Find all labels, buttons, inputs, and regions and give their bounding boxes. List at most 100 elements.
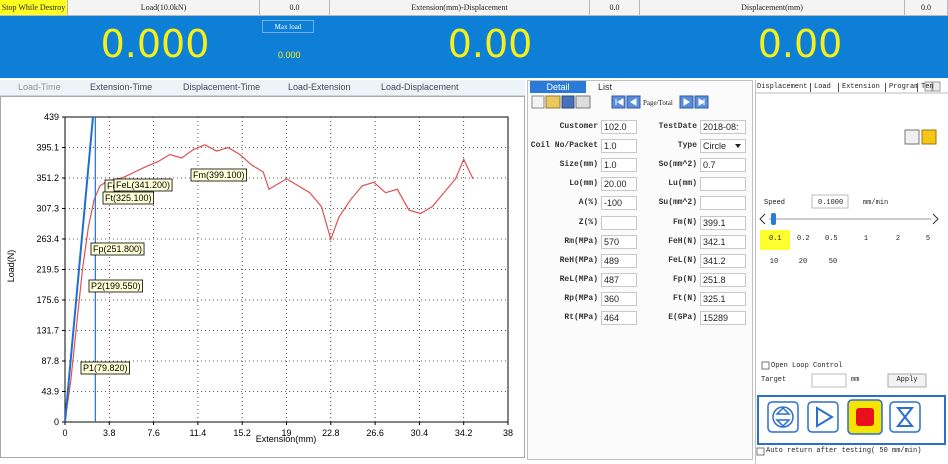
field-input[interactable]: 341.2 [700,253,746,268]
field-input[interactable]: 325.1 [700,291,746,306]
speed-preset[interactable]: 0.2 [797,235,810,243]
chart-tab[interactable]: Load-Extension [288,82,351,92]
icon-new[interactable] [531,95,545,109]
annotation-box [102,191,154,205]
speed-preset[interactable]: 5 [925,235,931,243]
field-label: Lu(mm) [668,179,697,189]
detail-tab[interactable]: Detail [530,81,586,93]
speed-preset[interactable]: 10 [769,258,779,266]
annotation-box [80,361,130,375]
load-readout: 0.000 [100,22,210,66]
annotation-box [90,242,145,256]
field-input[interactable]: -100 [601,196,637,211]
y-tick-label: 263.4 [36,234,59,244]
readout-band [0,16,948,78]
apply-label[interactable]: Apply [896,376,918,384]
target-label: Target [761,376,787,384]
apply-button[interactable] [887,373,927,388]
field-input[interactable]: 15289 [700,311,746,325]
speed-preset[interactable]: 0.1 [769,235,782,243]
annotation: Ft(325.100) [102,191,154,205]
stop-button[interactable] [847,399,883,435]
list-tab[interactable]: List [598,82,613,92]
speed-preset[interactable]: 2 [895,235,901,243]
x-tick-label: 38 [503,428,513,438]
field-label: Fm(N) [672,217,697,227]
control-tab[interactable]: Program [889,83,919,91]
icon-open[interactable] [545,95,561,109]
play-button[interactable] [807,401,839,433]
field-input[interactable]: 342.1 [700,234,746,249]
field-input[interactable]: 570 [601,234,637,249]
max-load-readout: 0.000 [278,50,301,60]
field-input[interactable]: 360 [601,291,637,306]
field-input[interactable]: 20.00 [601,177,637,192]
field-input[interactable] [700,196,746,211]
control-panel [755,80,948,464]
icon-print[interactable] [575,95,591,109]
tab-scroll-left[interactable] [924,81,933,92]
x-tick-label: 22.8 [322,428,340,438]
y-tick-label: 175.6 [36,295,59,305]
x-tick-label: 34.2 [455,428,473,438]
stop-button[interactable]: Stop While Destroy [0,0,68,16]
annotation: P1(79.820) [80,361,130,375]
auto-return-checkbox[interactable] [756,447,765,456]
speed-preset[interactable]: 0.5 [825,235,838,243]
annotation-label: Fc [107,181,117,191]
slider-knob[interactable] [771,213,776,225]
annotation-label: P1(79.820) [83,363,128,373]
control-tab[interactable]: Ten [921,83,934,91]
speed-input[interactable] [811,194,849,209]
open-loop-checkbox[interactable] [761,361,770,370]
field-input[interactable] [601,215,637,230]
chart-tab[interactable]: Extension-Time [90,82,153,92]
icon-save[interactable] [561,95,575,109]
field-input[interactable]: 489 [601,253,637,268]
lock-icon[interactable] [904,129,920,145]
dropdown-arrow[interactable] [735,144,741,149]
hourglass-button[interactable] [889,401,921,433]
auto-return-label[interactable]: Auto return after testing( 50 mm/min) [766,447,922,455]
field-input[interactable]: 102.0 [601,120,637,134]
y-tick-label: 439 [44,112,59,122]
field-input[interactable]: 1.0 [601,158,637,173]
open-loop-label[interactable]: Open Loop Control [771,362,843,370]
unlock-icon[interactable] [921,129,937,145]
control-tab[interactable]: Extension [842,83,880,91]
field-input[interactable] [700,177,746,192]
speed-preset[interactable]: 20 [798,258,808,266]
field-input[interactable]: 0.7 [700,158,746,173]
field-input[interactable]: 1.0 [601,139,637,154]
field-input[interactable]: Circle [700,139,746,154]
slider-arrows[interactable] [759,213,939,225]
field-input[interactable]: 487 [601,272,637,287]
field-label: Type [677,141,697,151]
y-tick-label: 87.8 [41,356,59,366]
field-input[interactable]: 464 [601,311,637,325]
speed-preset[interactable]: 1 [863,235,869,243]
control-tab[interactable]: Displacement [757,83,808,91]
target-input[interactable] [811,373,847,388]
field-label: Rt(MPa) [564,313,598,322]
field-label: FeH(N) [668,236,697,246]
chart-tab[interactable]: Load-Displacement [381,82,459,92]
chart-tab[interactable]: Displacement-Time [183,82,261,92]
field-input[interactable]: 399.1 [700,215,746,230]
chart-panel [0,96,525,458]
field-input[interactable]: 2018-08: [700,120,746,134]
speed-preset[interactable]: 50 [828,258,838,266]
field-label: Coil No/Packet [530,141,598,151]
chart-tab[interactable]: Load-Time [18,82,61,92]
x-tick-label: 30.4 [411,428,429,438]
field-label: A(%) [578,198,598,208]
field-input[interactable]: 251.8 [700,272,746,287]
y-tick-label: 219.5 [36,265,59,275]
x-tick-label: 19 [281,428,291,438]
annotation: Fm(399.100) [190,168,247,182]
updown-button[interactable] [767,401,799,433]
control-tab[interactable]: Load [814,83,831,91]
top-cell-value: 0.0 [905,0,948,16]
tab-scroll-right[interactable] [932,81,941,92]
